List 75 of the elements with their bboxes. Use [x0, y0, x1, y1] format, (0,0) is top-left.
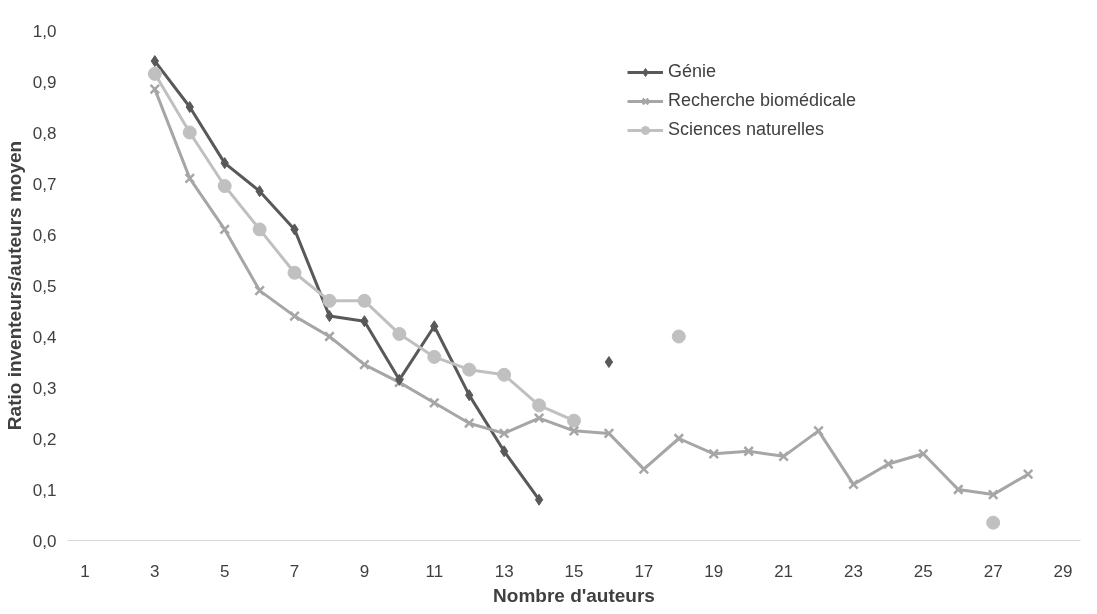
x-axis-title: Nombre d'auteurs — [493, 584, 655, 606]
point — [986, 515, 1001, 530]
point — [462, 362, 477, 377]
x-tick-label: 29 — [1053, 561, 1073, 581]
x-tick-label: 3 — [150, 561, 160, 581]
legend-label: Sciences naturelles — [668, 119, 825, 140]
y-tick-label: 0,1 — [32, 480, 57, 500]
point — [428, 397, 440, 409]
point — [358, 359, 370, 371]
y-tick-label: 0,2 — [32, 429, 57, 449]
point — [463, 417, 475, 429]
legend-label: Recherche biomédicale — [668, 90, 857, 111]
y-tick-label: 0,5 — [32, 276, 57, 296]
point — [952, 484, 964, 495]
y-tick-label: 1,0 — [32, 21, 57, 41]
point — [1022, 468, 1034, 480]
y-axis-title: Ratio inventeurs/auteurs moyen — [3, 140, 25, 431]
point — [323, 331, 335, 342]
point — [147, 66, 162, 81]
x-tick-label: 7 — [289, 561, 300, 581]
point — [289, 310, 301, 322]
x-tick-label: 5 — [219, 561, 230, 581]
point — [254, 285, 266, 297]
point — [392, 326, 407, 341]
x-tick-label: 9 — [359, 561, 370, 581]
y-tick-label: 0,7 — [32, 174, 57, 194]
x-tick-label: 17 — [634, 561, 654, 581]
x-tick-label: 11 — [425, 561, 444, 581]
point — [778, 450, 790, 462]
point — [184, 172, 196, 184]
y-tick-label: 0,0 — [32, 531, 57, 551]
point — [567, 413, 581, 428]
y-tick-label: 0,4 — [32, 327, 57, 347]
point — [497, 367, 512, 382]
point — [603, 427, 615, 439]
point — [638, 463, 650, 475]
point — [149, 83, 161, 95]
point — [499, 445, 509, 458]
point — [357, 293, 372, 308]
x-tick-label: 19 — [704, 561, 724, 581]
point — [219, 223, 231, 235]
point — [604, 356, 614, 368]
point — [217, 179, 232, 194]
point — [252, 222, 267, 237]
x-tick-label: 27 — [983, 561, 1003, 581]
point — [498, 427, 510, 439]
point — [427, 349, 442, 364]
x-tick-label: 25 — [913, 561, 933, 581]
point — [917, 448, 929, 460]
point — [322, 293, 337, 308]
point — [708, 448, 720, 460]
point — [743, 445, 755, 457]
point — [673, 433, 685, 444]
x-tick-label: 15 — [564, 561, 584, 581]
point — [568, 425, 580, 437]
point — [287, 265, 302, 280]
y-tick-label: 0,6 — [32, 225, 57, 245]
point — [671, 329, 686, 344]
x-tick-label: 13 — [494, 561, 514, 581]
point — [534, 493, 544, 506]
point — [185, 101, 194, 113]
x-tick-label: 23 — [843, 561, 863, 581]
x-tick-label: 21 — [774, 561, 794, 581]
point — [182, 125, 197, 140]
point — [533, 412, 545, 424]
y-tick-label: 0,3 — [32, 378, 57, 398]
point — [813, 425, 825, 437]
y-tick-label: 0,9 — [32, 72, 57, 92]
point — [987, 489, 999, 501]
point — [532, 398, 547, 413]
point — [882, 458, 894, 470]
point — [847, 478, 859, 490]
legend-label: Génie — [668, 61, 717, 82]
y-tick-label: 0,8 — [32, 123, 57, 143]
x-tick-label: 1 — [80, 561, 90, 581]
